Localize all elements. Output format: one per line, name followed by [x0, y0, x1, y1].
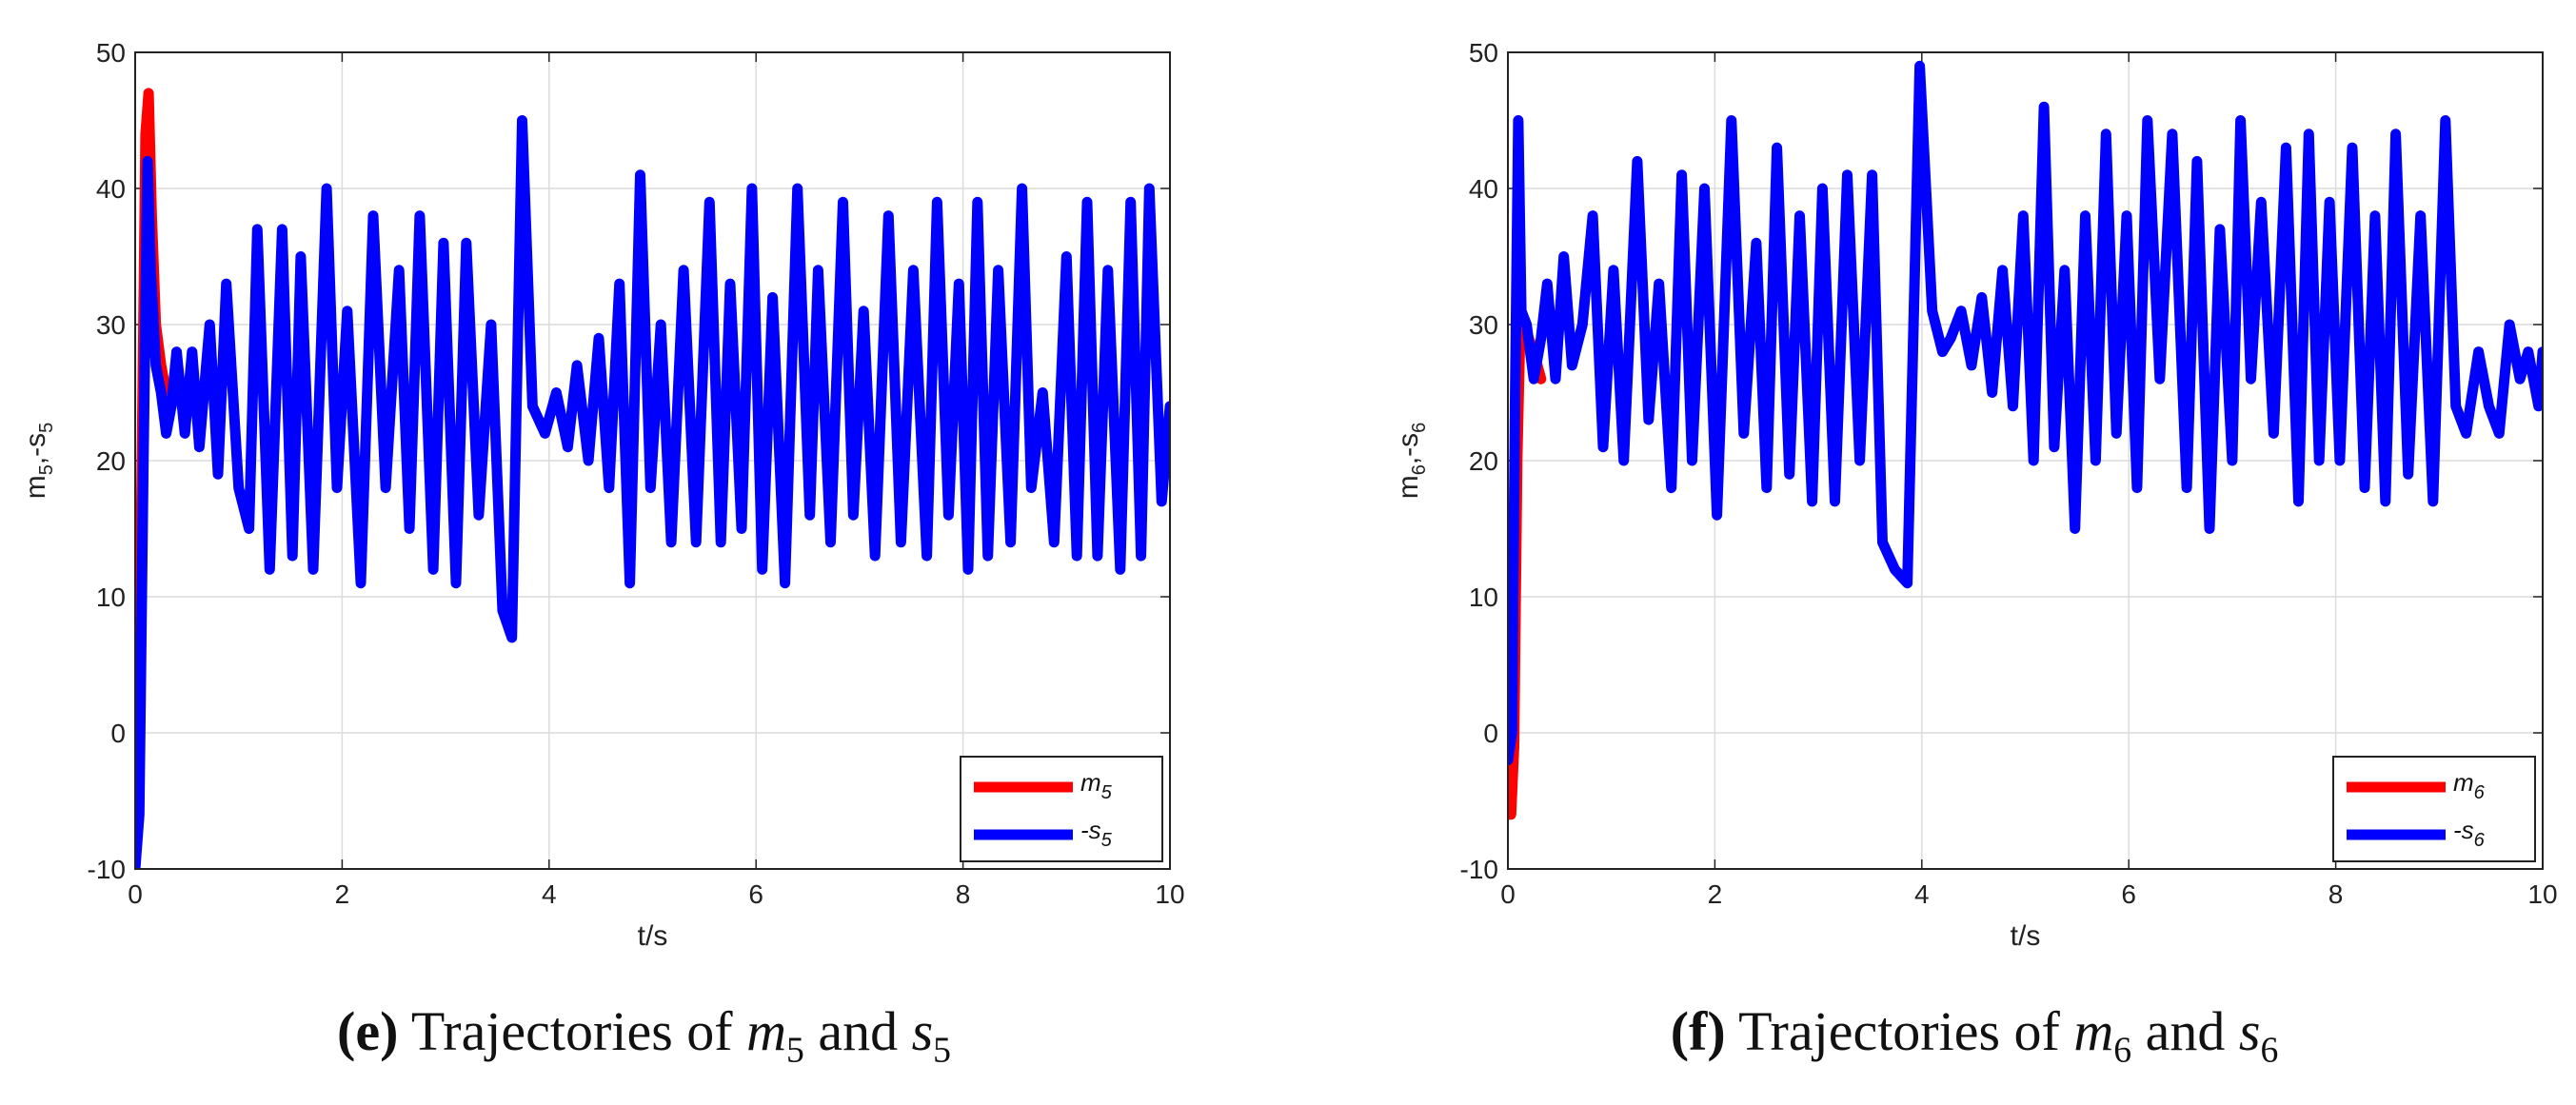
chart-e-series--s5	[135, 115, 1170, 869]
chart-f-ytick-label-0: -10	[1460, 855, 1498, 884]
caption-f-tag: f	[1689, 1000, 1708, 1062]
caption-e-var1-sub: 5	[785, 1030, 804, 1071]
caption-f-and: and	[2145, 1000, 2226, 1062]
caption-e-var2-sub: 5	[933, 1030, 951, 1071]
chart-f-xtick-label-4: 8	[2328, 879, 2344, 909]
chart-f-legend-label--s6: -s6	[2453, 816, 2486, 851]
chart-f-legend-box	[2332, 756, 2536, 862]
chart-f-series--s6	[1508, 60, 2543, 766]
chart-e-xtick-label-4: 8	[956, 879, 971, 909]
chart-e-xtick-label-0: 0	[128, 879, 143, 909]
chart-f-ytick-label-1: 0	[1483, 719, 1498, 748]
caption-e-var2: s	[911, 1000, 934, 1062]
chart-e-ytick-label-4: 30	[96, 310, 126, 340]
chart-panel-e: 0 2 4 6 8 10 -10 0 10 20 30 40 50 t/s m5,-s5 m5 -s5 (e) …	[20, 38, 1185, 1071]
chart-e-ytick-label-6: 50	[96, 38, 126, 68]
chart-f-ytick-label-2: 10	[1469, 582, 1498, 612]
chart-f-xlabel: t/s	[2011, 920, 2041, 952]
caption-f-var2-sub: 6	[2260, 1030, 2279, 1071]
chart-e-ytick-label-2: 10	[96, 582, 126, 612]
chart-f-xtick-label-1: 2	[1708, 879, 1723, 909]
caption-e-prefix: Trajectories of	[410, 1000, 733, 1062]
chart-e-ytick-label-0: -10	[88, 855, 126, 884]
chart-e-legend-label--s5: -s5	[1080, 816, 1113, 851]
chart-f-ytick-label-5: 40	[1469, 174, 1498, 204]
chart-f-ytick-label-3: 20	[1469, 446, 1498, 476]
chart-e-ytick-label-3: 20	[96, 446, 126, 476]
chart-f-xtick-label-3: 6	[2121, 879, 2136, 909]
chart-f-xtick-label-2: 4	[1914, 879, 1930, 909]
caption-f-prefix: Trajectories of	[1738, 1000, 2060, 1062]
chart-f-legend: m6-s6	[2332, 756, 2536, 862]
caption-e-tag: e	[355, 1000, 381, 1062]
chart-e-legend-label-m5: m5	[1080, 768, 1113, 803]
caption-e: (e) Trajectories of m5 and s5	[337, 1000, 951, 1071]
chart-e-xtick-label-1: 2	[335, 879, 350, 909]
chart-e-xlabel: t/s	[638, 920, 668, 952]
chart-e-legend: m5-s5	[960, 756, 1163, 862]
chart-panel-f: 0 2 4 6 8 10 -10 0 10 20 30 40 50 t/s m6,-s6 m6 -s6 (f) …	[1373, 0, 2576, 1105]
caption-f-var2: s	[2238, 1000, 2261, 1062]
chart-e-ylabel: m5,-s5	[20, 423, 57, 500]
chart-e-ytick-label-1: 0	[110, 719, 126, 748]
chart-f-xtick-label-0: 0	[1500, 879, 1516, 909]
chart-f-xtick-label-5: 10	[2527, 879, 2557, 909]
chart-f-ytick-label-6: 50	[1469, 38, 1498, 68]
chart-e-xtick-label-3: 6	[748, 879, 763, 909]
chart-f-ytick-label-4: 30	[1469, 310, 1498, 340]
chart-e-xtick-label-5: 10	[1155, 879, 1184, 909]
chart-e-ytick-label-5: 40	[96, 174, 126, 204]
chart-f-legend-label-m6: m6	[2453, 768, 2486, 803]
chart-e-xtick-label-2: 4	[542, 879, 557, 909]
chart-f-axes-box	[1507, 51, 2544, 870]
caption-f-var1: m	[2073, 1000, 2114, 1062]
caption-e-and: and	[818, 1000, 899, 1062]
chart-e-axes-box	[134, 51, 1171, 870]
caption-e-var1: m	[746, 1000, 786, 1062]
chart-e-legend-box	[960, 756, 1163, 862]
caption-f-var1-sub: 6	[2113, 1030, 2132, 1071]
chart-f-ylabel: m6,-s6	[1393, 423, 1430, 500]
caption-f: (f) Trajectories of m6 and s6	[1670, 1000, 2279, 1071]
